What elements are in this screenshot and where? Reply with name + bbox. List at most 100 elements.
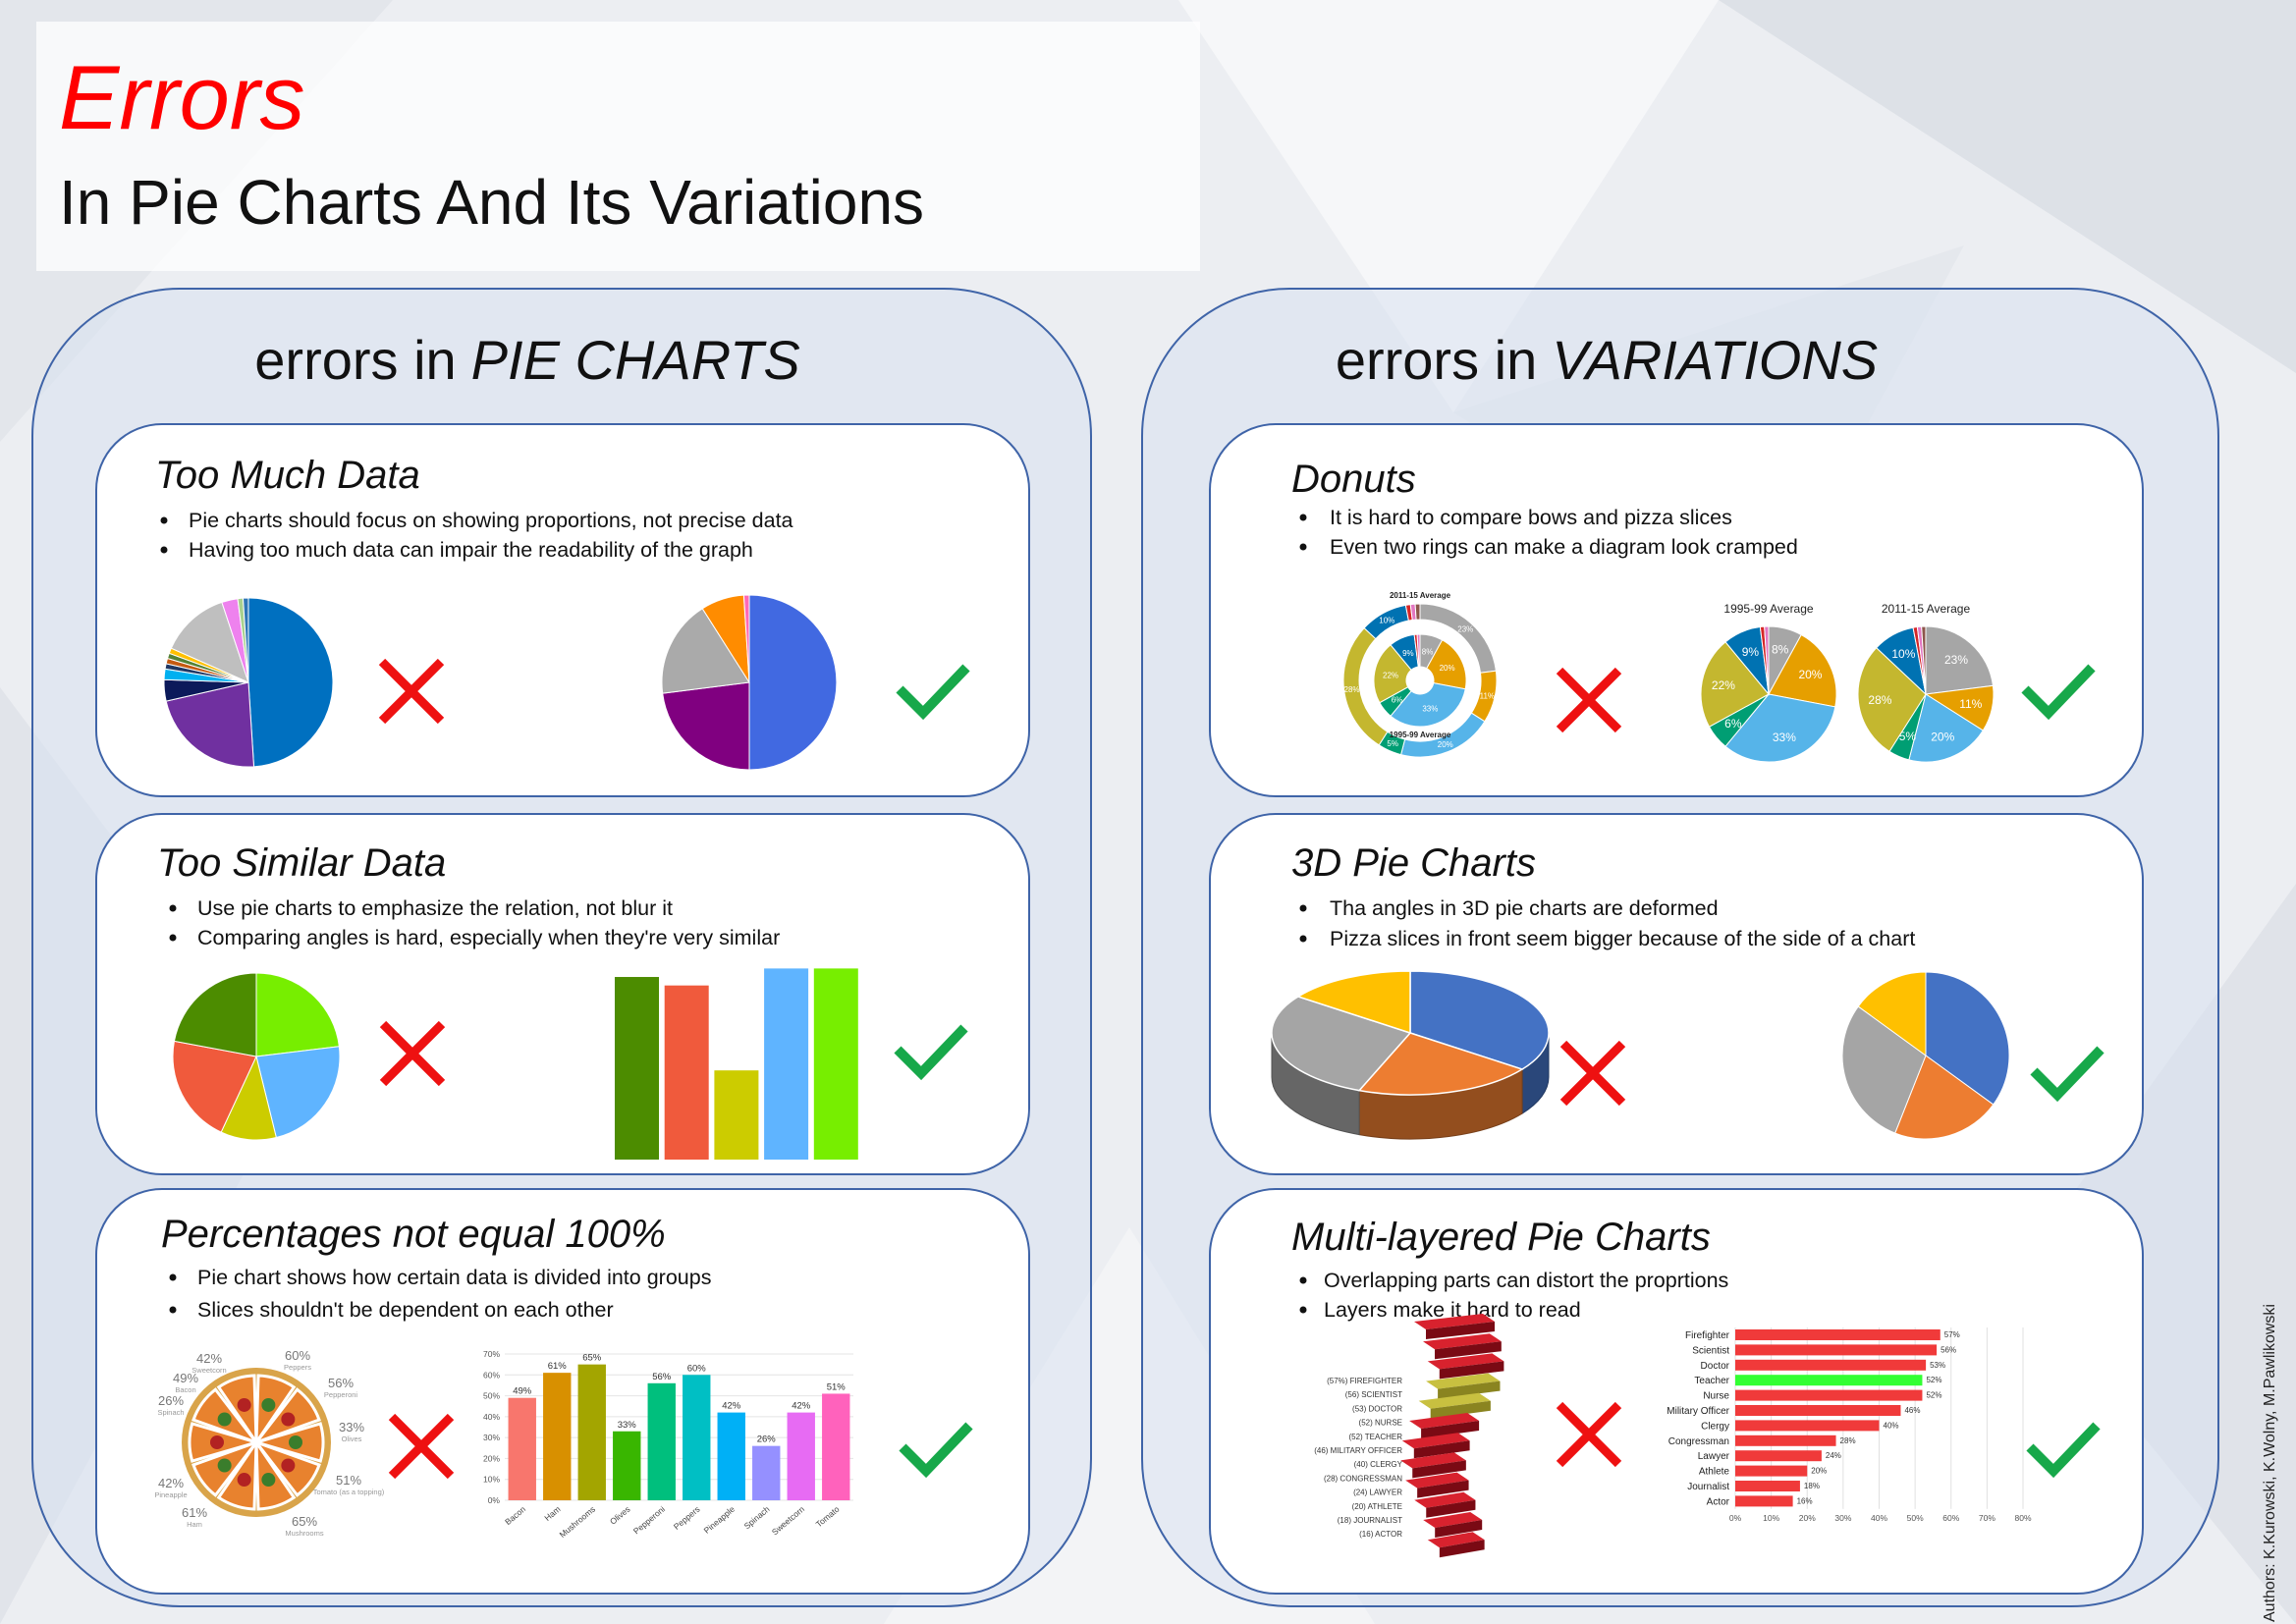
value-label: 40%: [1884, 1421, 1899, 1430]
bullet-text: Even two rings can make a diagram look c…: [1330, 535, 1798, 559]
pizza-topping: [237, 1473, 251, 1488]
value-label: 42%: [722, 1401, 741, 1412]
x-tick-label: 60%: [1942, 1513, 1959, 1523]
layer-side: [1430, 1400, 1491, 1419]
bar: [752, 1445, 781, 1500]
panel-heading: errors in PIE CHARTS: [254, 329, 799, 391]
pie-slice: [1857, 647, 1927, 752]
pie-slice: [172, 1040, 257, 1133]
layer-label: (53) DOCTOR: [1352, 1404, 1402, 1413]
bullet-text: Having too much data can impair the read…: [189, 538, 753, 562]
ring-label: 23%: [1457, 624, 1473, 633]
bullet-text: Tha angles in 3D pie charts are deformed: [1330, 896, 1719, 920]
y-tick-label: 20%: [483, 1453, 500, 1463]
bar: [822, 1393, 850, 1500]
pie-slice: [1925, 971, 2010, 1106]
bullet-dot: [1299, 904, 1307, 912]
card-heading: Percentages not equal 100%: [161, 1213, 666, 1256]
layer-side: [1435, 1520, 1483, 1538]
pie-slice: [1724, 693, 1836, 763]
pie-slice: [242, 597, 249, 683]
bar: [764, 968, 809, 1160]
slice-label: 23%: [1944, 653, 1968, 667]
bullet-text: Comparing angles is hard, especially whe…: [197, 926, 780, 949]
value-label: 57%: [1944, 1330, 1960, 1339]
value-label: 18%: [1804, 1482, 1820, 1490]
pizza-topping: [261, 1397, 276, 1412]
pie-slice: [1700, 641, 1770, 728]
bar: [1735, 1359, 1927, 1371]
cross-mark: [1556, 1401, 1622, 1468]
layer-label: (40) CLERGY: [1354, 1460, 1403, 1469]
slice-label: 6%: [1724, 717, 1742, 731]
pizza-label: 65%: [292, 1514, 317, 1529]
bullet-text: Pie chart shows how certain data is divi…: [197, 1266, 711, 1289]
layer-top: [1427, 1532, 1485, 1548]
bg-shape: [1719, 0, 2296, 373]
check-mark: [899, 1422, 973, 1479]
panel-heading-prefix: errors in: [1336, 329, 1537, 391]
bullet-text: Overlapping parts can distort the proprt…: [1324, 1269, 1728, 1292]
pizza-label: 49%: [173, 1371, 198, 1385]
bullet-dot: [160, 546, 168, 554]
layer-label: (52) NURSE: [1359, 1419, 1402, 1428]
pizza-topping: [217, 1412, 232, 1427]
pizza-label: 26%: [158, 1393, 184, 1408]
pizza-slice: [216, 1436, 258, 1511]
pizza-name: Bacon: [175, 1385, 195, 1394]
layer-label: (57%) FIREFIGHTER: [1327, 1377, 1402, 1385]
x-tick-label: 70%: [1979, 1513, 1995, 1523]
bullet-text: Use pie charts to emphasize the relation…: [197, 896, 673, 920]
bar: [1735, 1344, 1938, 1356]
layer-side: [1439, 1361, 1504, 1380]
card-heading: 3D Pie Charts: [1291, 841, 1536, 885]
value-label: 28%: [1840, 1436, 1856, 1445]
card-heading: Too Similar Data: [157, 841, 446, 885]
card-heading: Donuts: [1291, 458, 1416, 501]
ring-label: 33%: [1422, 705, 1438, 714]
check-mark: [2021, 664, 2096, 721]
value-label: 65%: [582, 1353, 602, 1364]
bullet-text: Pie charts should focus on showing propo…: [189, 509, 793, 532]
y-tick-label: 30%: [483, 1433, 500, 1442]
y-tick-label: Lawyer: [1698, 1451, 1730, 1462]
y-tick-label: Firefighter: [1685, 1330, 1730, 1341]
bullet-dot: [169, 904, 177, 912]
bar: [1735, 1450, 1822, 1462]
authors: Authors: K.Kurowski, K.Wolny, M.Pawlikow…: [2262, 1304, 2278, 1622]
layer-label: (56) SCIENTIST: [1345, 1390, 1402, 1399]
bar: [615, 977, 659, 1160]
slice-label: 8%: [1772, 643, 1789, 657]
value-label: 46%: [1904, 1406, 1920, 1415]
layer-label: (24) LAWYER: [1353, 1489, 1402, 1497]
pie-slice: [1768, 633, 1837, 708]
subtitle: In Pie Charts And Its Variations: [59, 167, 924, 238]
pizza-label: 33%: [339, 1420, 364, 1435]
pizza-name: Ham: [187, 1520, 202, 1529]
bar: [508, 1397, 536, 1500]
bar: [613, 1431, 641, 1500]
value-label: 26%: [757, 1435, 777, 1445]
donut-title: 1995-99 Average: [1390, 731, 1451, 739]
ring-label: 20%: [1440, 664, 1455, 673]
pie-slice: [1764, 625, 1770, 695]
value-label: 42%: [792, 1401, 811, 1412]
pizza-topping: [217, 1458, 232, 1473]
bar: [1735, 1435, 1836, 1446]
title-box: [36, 22, 1200, 271]
layer-label: (52) TEACHER: [1348, 1433, 1402, 1441]
y-tick-label: Journalist: [1687, 1482, 1729, 1492]
card-heading: Too Much Data: [155, 454, 420, 497]
layer-label: (16) ACTOR: [1359, 1530, 1402, 1539]
layer-top: [1418, 1392, 1491, 1409]
pie-slice: [255, 1046, 341, 1139]
bullet-dot: [1299, 1306, 1307, 1314]
value-label: 49%: [513, 1386, 532, 1397]
bar: [1735, 1389, 1923, 1401]
pie-top: [1296, 970, 1411, 1035]
pizza-name: Spinach: [157, 1408, 184, 1417]
y-tick-label: 40%: [483, 1412, 500, 1422]
value-label: 33%: [618, 1420, 637, 1431]
layer-side: [1435, 1341, 1502, 1360]
